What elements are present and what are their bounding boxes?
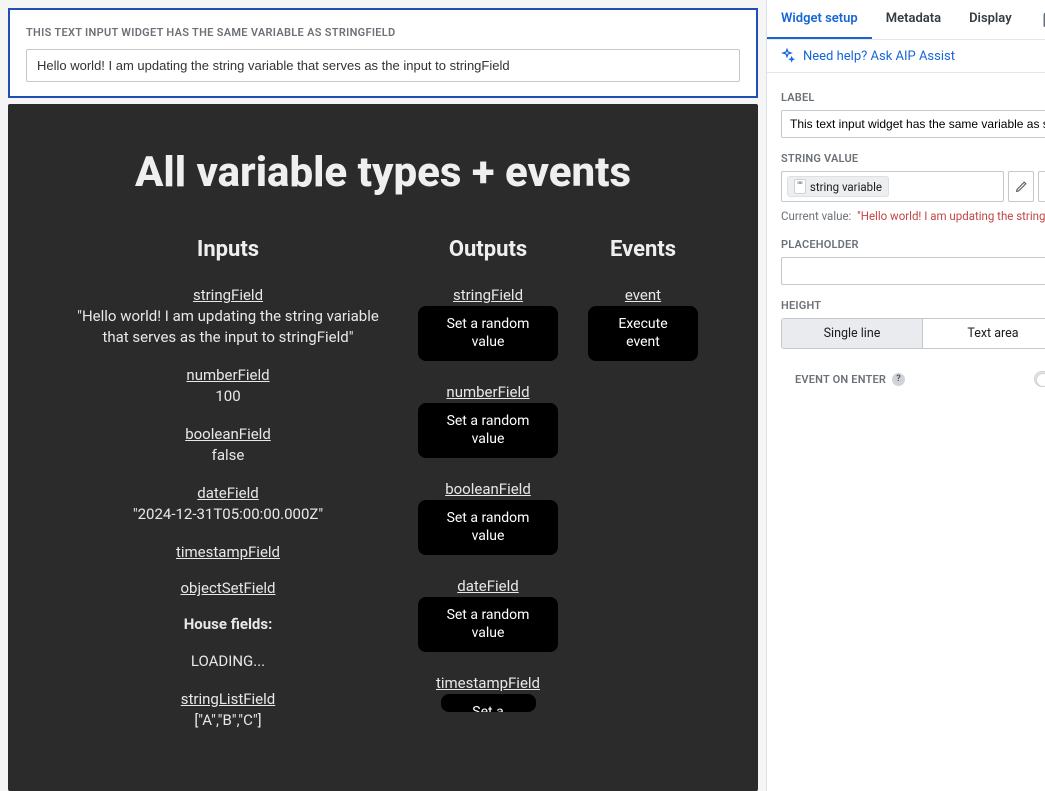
input-field-name: numberField bbox=[186, 366, 269, 384]
input-field-name: dateField bbox=[197, 484, 258, 502]
input-field-value: "2024-12-31T05:00:00.000Z" bbox=[133, 504, 323, 525]
execute-event-button[interactable]: Execute event bbox=[588, 306, 698, 361]
variable-binding-box[interactable]: "" string variable bbox=[781, 171, 1004, 202]
widget-label: THIS TEXT INPUT WIDGET HAS THE SAME VARI… bbox=[26, 26, 740, 39]
placeholder-input[interactable] bbox=[781, 257, 1045, 285]
event-on-enter-label: EVENT ON ENTER bbox=[795, 373, 886, 386]
preview-pane: THIS TEXT INPUT WIDGET HAS THE SAME VARI… bbox=[0, 0, 766, 791]
events-column: Events event Execute event bbox=[588, 237, 698, 383]
output-field-name: timestampField bbox=[436, 674, 540, 692]
tab-widget-setup[interactable]: Widget setup bbox=[767, 0, 872, 39]
outputs-heading: Outputs bbox=[449, 237, 527, 262]
set-random-button[interactable]: Set a random value bbox=[418, 306, 558, 361]
output-field-name: numberField bbox=[446, 383, 529, 401]
string-type-icon: "" bbox=[794, 179, 806, 194]
output-field-name: stringField bbox=[453, 286, 523, 304]
input-field-name: timestampField bbox=[176, 543, 280, 561]
label-section-title: LABEL bbox=[781, 91, 1045, 104]
tab-display[interactable]: Display bbox=[955, 0, 1026, 39]
clear-variable-button[interactable] bbox=[1038, 171, 1045, 202]
variable-chip-label: string variable bbox=[810, 180, 882, 194]
aip-assist-link[interactable]: Need help? Ask AIP Assist bbox=[767, 40, 1045, 73]
input-field-name: stringField bbox=[193, 286, 263, 304]
set-random-button[interactable]: Set a random value bbox=[418, 403, 558, 458]
widget-text-input[interactable] bbox=[26, 49, 740, 82]
output-field-name: booleanField bbox=[445, 480, 531, 498]
height-single-line[interactable]: Single line bbox=[782, 319, 923, 348]
docs-icon[interactable] bbox=[1036, 11, 1045, 29]
loading-text: LOADING... bbox=[191, 651, 265, 672]
widget-config-panel: Widget setup Metadata Display Need help?… bbox=[766, 0, 1045, 791]
string-value-section-title: STRING VALUE bbox=[781, 152, 1045, 165]
event-on-enter-toggle[interactable] bbox=[1034, 371, 1045, 387]
input-field-value: false bbox=[212, 445, 245, 466]
inputs-heading: Inputs bbox=[197, 237, 259, 262]
events-heading: Events bbox=[610, 237, 676, 262]
custom-widget-preview: All variable types + events Inputs strin… bbox=[8, 104, 758, 791]
input-field-name: stringListField bbox=[181, 690, 275, 708]
outputs-column: Outputs stringField Set a random value n… bbox=[418, 237, 558, 712]
current-value-text: Hello world! I am updating the string va… bbox=[861, 209, 1045, 223]
panel-tabs: Widget setup Metadata Display bbox=[767, 0, 1045, 40]
page-title: All variable types + events bbox=[68, 148, 698, 197]
help-icon[interactable]: ? bbox=[892, 373, 905, 386]
input-field-name: objectSetField bbox=[180, 579, 275, 597]
placeholder-section-title: PLACEHOLDER bbox=[781, 238, 1045, 251]
current-value-row: Current value: "Hello world! I am updati… bbox=[781, 208, 1045, 224]
input-field-value: 100 bbox=[215, 386, 240, 407]
label-input[interactable] bbox=[781, 110, 1045, 138]
input-field-name: booleanField bbox=[185, 425, 271, 443]
height-segmented: Single line Text area bbox=[781, 318, 1045, 349]
height-text-area[interactable]: Text area bbox=[923, 319, 1045, 348]
event-name: event bbox=[625, 286, 661, 304]
edit-variable-button[interactable] bbox=[1008, 171, 1034, 202]
input-field-value: "Hello world! I am updating the string v… bbox=[68, 306, 388, 348]
set-random-button[interactable]: Set a bbox=[441, 694, 536, 712]
inputs-column: Inputs stringField "Hello world! I am up… bbox=[68, 237, 388, 735]
variable-chip[interactable]: "" string variable bbox=[787, 176, 889, 197]
house-fields-label: House fields: bbox=[184, 615, 273, 633]
tab-metadata[interactable]: Metadata bbox=[872, 0, 955, 39]
height-section-title: HEIGHT bbox=[781, 299, 1045, 312]
set-random-button[interactable]: Set a random value bbox=[418, 500, 558, 555]
output-field-name: dateField bbox=[457, 577, 518, 595]
selected-widget-frame[interactable]: THIS TEXT INPUT WIDGET HAS THE SAME VARI… bbox=[8, 8, 758, 98]
sparkle-icon bbox=[779, 48, 795, 64]
aip-assist-text: Need help? Ask AIP Assist bbox=[803, 49, 955, 64]
current-value-label: Current value: bbox=[781, 209, 851, 223]
input-field-value: ["A","B","C"] bbox=[194, 710, 261, 731]
set-random-button[interactable]: Set a random value bbox=[418, 597, 558, 652]
